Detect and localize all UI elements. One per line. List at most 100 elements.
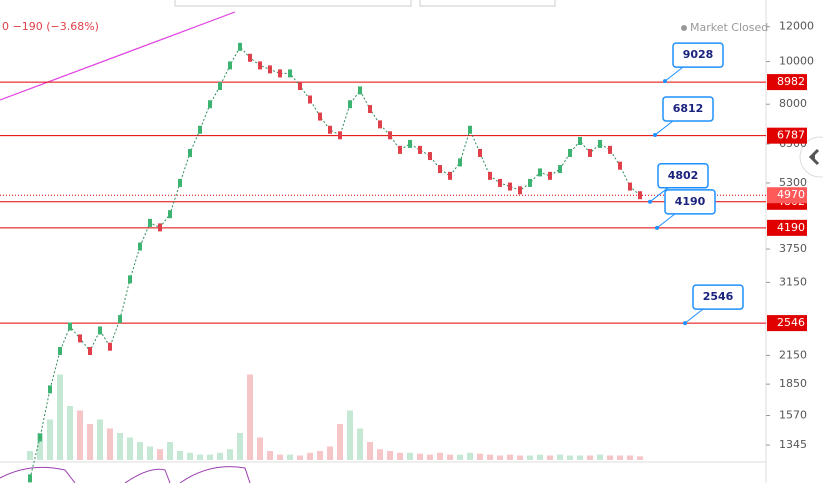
y-tick-label: 8000 [779,97,807,110]
candle [118,315,122,324]
volume-bar [167,442,173,460]
candle [448,171,452,180]
candle [498,178,502,187]
candle [188,148,192,157]
candle [638,191,642,200]
y-tick-label: 3750 [779,242,807,255]
y-tick-label: 12000 [779,20,814,33]
callout-anchor [683,321,687,326]
volume-bar [357,428,363,460]
volume-bar [287,454,293,460]
volume-bar [317,451,323,460]
candle [558,165,562,174]
candle [508,182,512,191]
y-tick-label: 1850 [779,377,807,390]
y-tick-label: 3150 [779,275,807,288]
volume-bar [617,455,623,460]
volume-bar [37,433,43,460]
callout-leader [656,213,676,229]
callout-box [657,163,709,189]
candle [208,100,212,109]
volume-bar [337,424,343,460]
candle [418,145,422,154]
volume-bar [527,455,533,460]
volume-bar [497,455,503,460]
candle [168,210,172,219]
volume-bar [517,455,523,460]
candle [588,148,592,157]
toolbar-box [419,0,556,7]
candle [388,131,392,140]
y-tick-label: 10000 [779,55,814,68]
last-price-label: 4970 [777,188,805,201]
volume-bar [487,454,493,460]
level-label-box [767,219,807,236]
candle [348,100,352,109]
candle [598,139,602,148]
callout-leader [649,187,669,203]
callout-label: 2546 [703,290,734,303]
volume-bar [547,455,553,460]
candle [38,433,42,442]
candle [278,69,282,78]
candle [318,112,322,121]
candle [618,161,622,170]
volume-bar [597,454,603,460]
volume-bar [627,455,633,460]
candle [298,82,302,91]
volume-bar [47,419,53,460]
volume-bar [587,455,593,460]
candle [58,347,62,356]
indicator [0,466,251,483]
candle [178,178,182,187]
volume-bar [397,452,403,460]
chevron [808,148,820,166]
candle [68,322,72,331]
volume-bar [77,410,83,460]
candle [268,65,272,74]
callout-box [662,96,714,122]
volume-bar [87,424,93,460]
level-label-box [767,74,807,91]
volume-bar [137,442,143,460]
volume-bar [147,446,153,460]
volume-bar [257,437,263,460]
candle [258,61,262,70]
callout-anchor [655,225,659,230]
level-label-box [767,315,807,332]
candle [358,86,362,95]
callout-anchor [663,79,667,84]
candle [288,69,292,78]
trend-line [0,11,236,101]
candle [548,171,552,180]
candle [228,61,232,70]
candle [308,95,312,104]
volume-bar [467,452,473,460]
candle [78,334,82,343]
volume-bar [27,451,33,460]
last-price-box [767,187,807,204]
callout-label: 9028 [683,48,714,61]
volume-bar [607,455,613,460]
candle [528,178,532,187]
level-label-box [767,127,807,144]
candle [398,145,402,154]
volume-bar [387,451,393,460]
candle [148,218,152,227]
candle [538,168,542,177]
callout-label: 4190 [675,195,706,208]
volume-bar [57,374,63,460]
volume-bar [367,442,373,460]
level-label: 6787 [777,129,805,142]
volume-bar [417,453,423,460]
candle [608,145,612,154]
callout-label: 6812 [673,102,704,115]
callout-anchor [653,132,657,137]
candle [248,53,252,62]
volume-bar [107,428,113,460]
candle [468,125,472,134]
candle [428,152,432,161]
callout-leader [654,120,674,136]
candle [628,182,632,191]
volume-bar [197,454,203,460]
